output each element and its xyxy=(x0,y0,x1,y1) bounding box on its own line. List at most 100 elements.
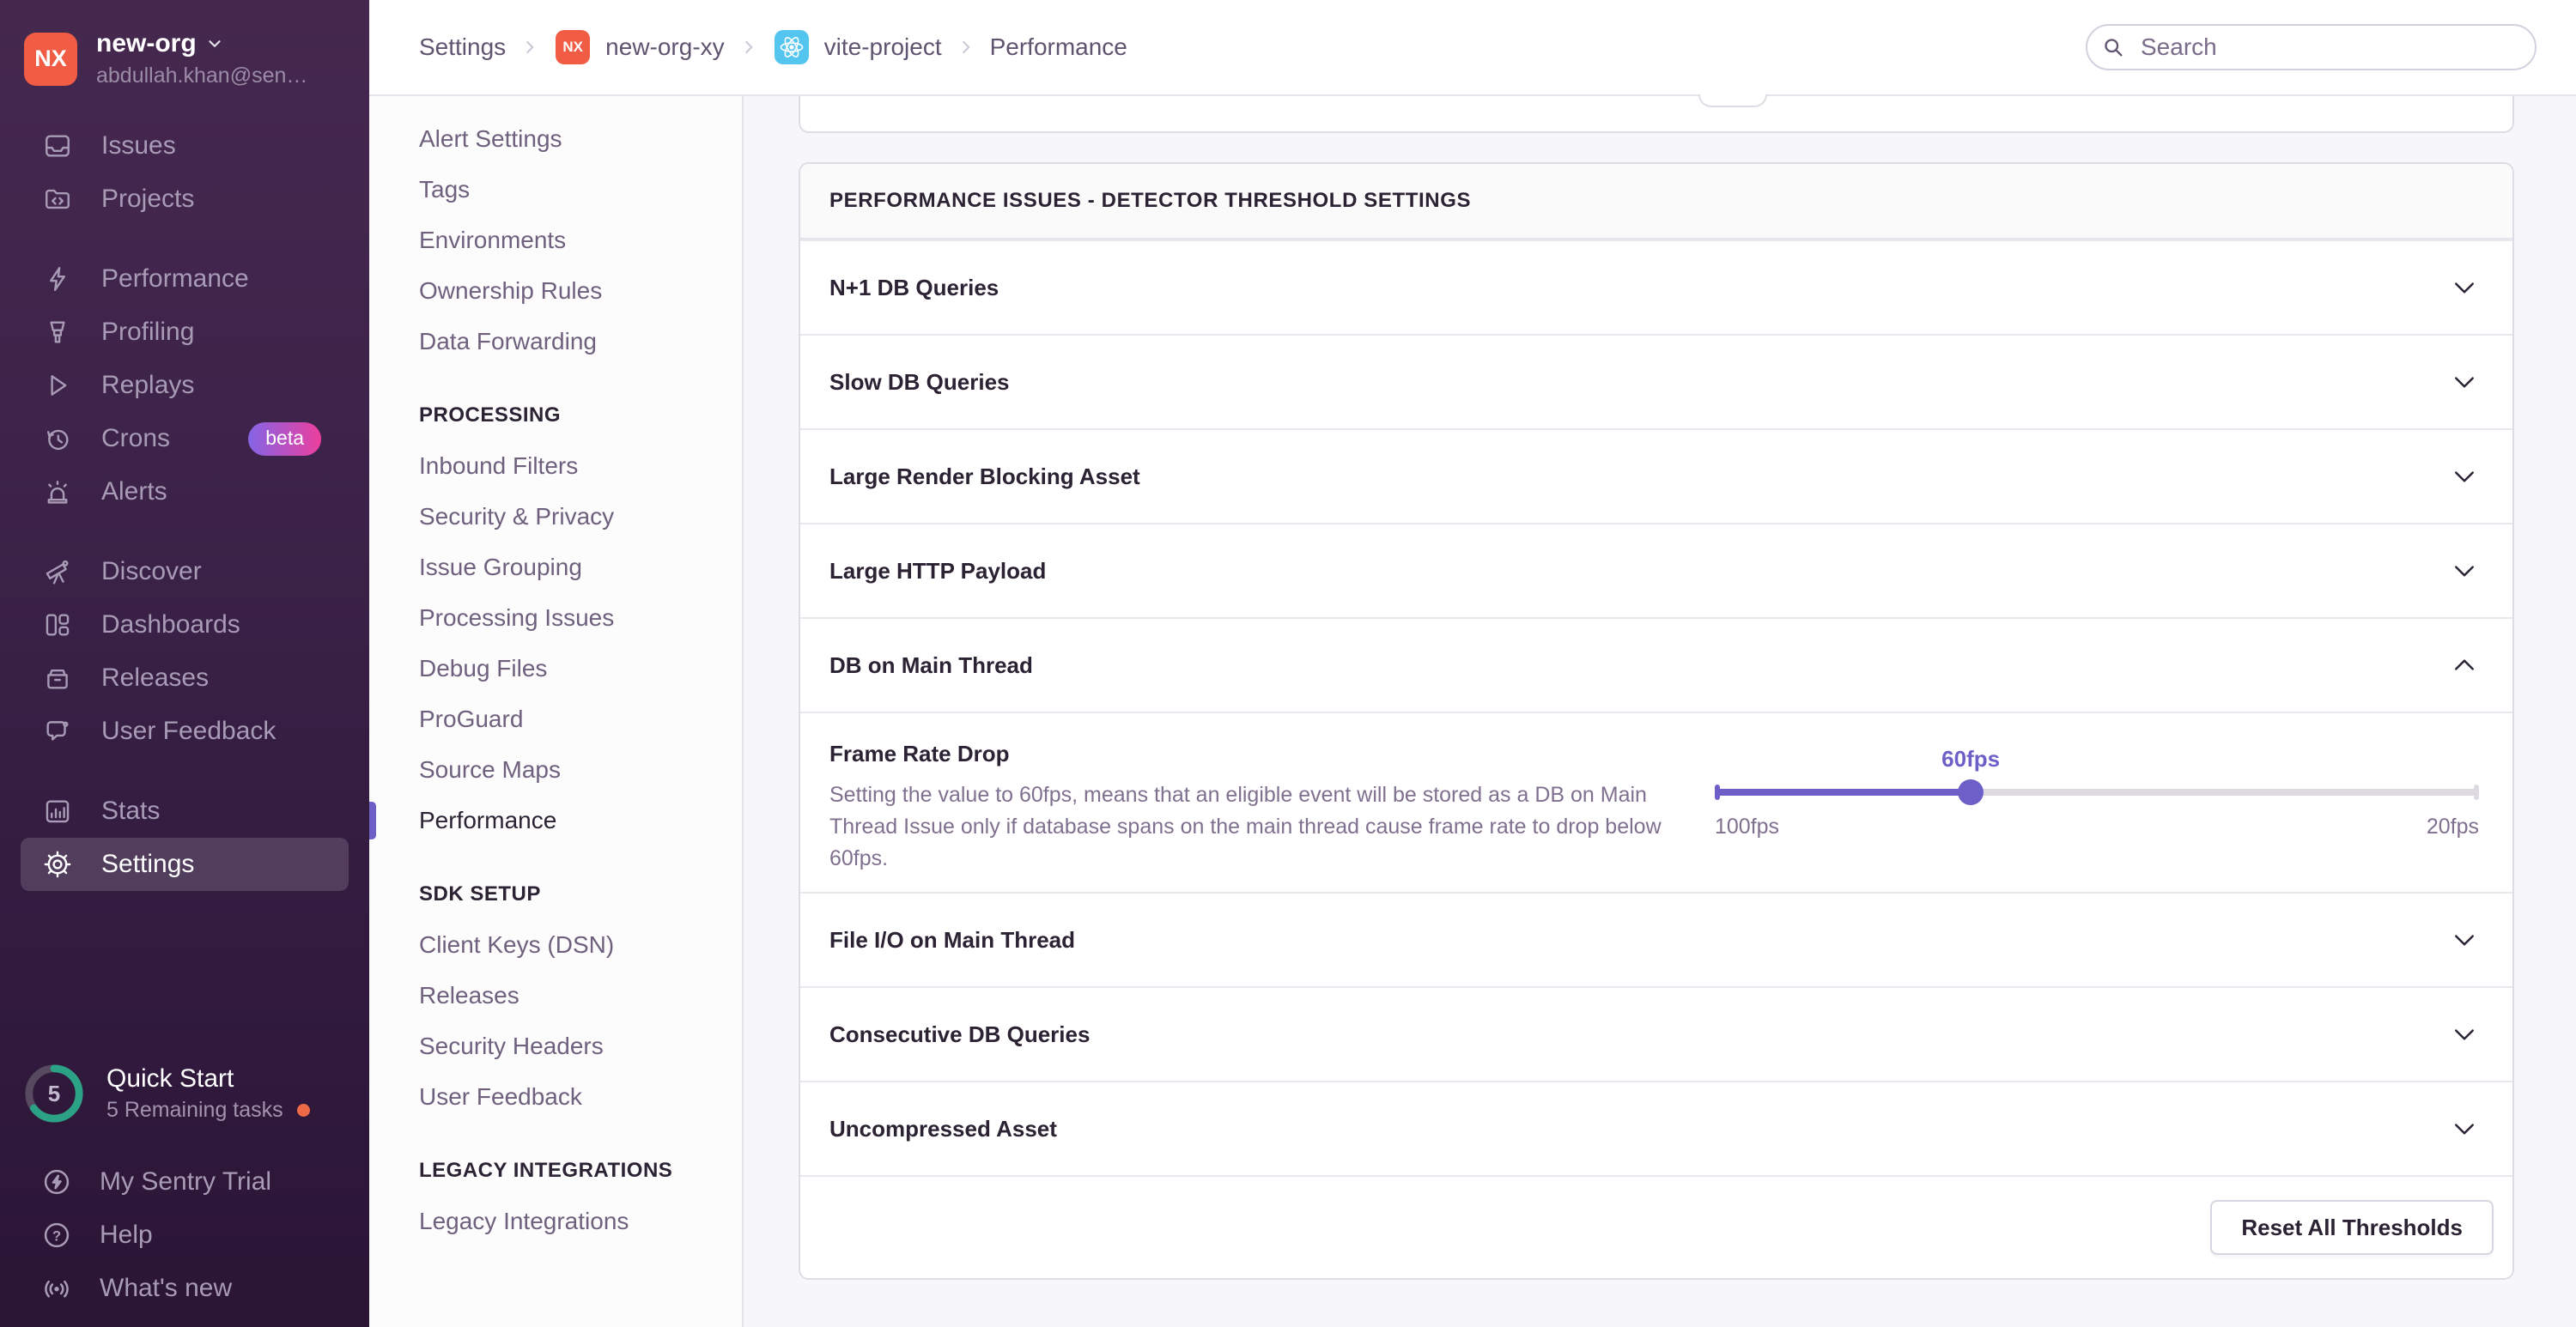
performance-icon xyxy=(43,264,72,294)
settings-nav-item[interactable]: Processing Issues xyxy=(419,603,615,631)
panel-title: PERFORMANCE ISSUES - DETECTOR THRESHOLD … xyxy=(800,164,2512,239)
settings-nav-item[interactable]: Environments xyxy=(419,226,567,253)
profiling-icon xyxy=(43,318,72,347)
sidebar-item-dashboards[interactable]: Dashboards xyxy=(0,598,369,651)
slider-value-label: 60fps xyxy=(1941,746,2001,772)
settings-nav-item[interactable]: Source Maps xyxy=(419,755,561,783)
sidebar-item-stats[interactable]: Stats xyxy=(0,785,369,838)
sidebar-item-label: Crons xyxy=(101,424,171,452)
detector-label: File I/O on Main Thread xyxy=(829,926,1076,953)
gear-icon xyxy=(43,850,72,879)
detector-row-large-render-blocking-asset[interactable]: Large Render Blocking Asset xyxy=(800,428,2512,523)
breadcrumb-project[interactable]: vite-project xyxy=(823,33,942,60)
detector-label: Consecutive DB Queries xyxy=(829,1021,1091,1047)
sidebar-item-label: Discover xyxy=(101,557,202,585)
detector-row-slow-db-queries[interactable]: Slow DB Queries xyxy=(800,334,2512,428)
settings-nav-item[interactable]: ProGuard xyxy=(419,705,524,732)
settings-nav-item[interactable]: Security & Privacy xyxy=(419,502,615,530)
chevron-down-icon xyxy=(2451,464,2477,489)
sidebar-item-label: Issues xyxy=(101,131,176,160)
projects-icon xyxy=(43,185,72,214)
chevron-down-icon xyxy=(2451,558,2477,584)
settings-nav-item[interactable]: Security Headers xyxy=(419,1032,604,1059)
sidebar-item-settings[interactable]: Settings xyxy=(21,838,349,891)
sidebar-item-profiling[interactable]: Profiling xyxy=(0,306,369,359)
detector-label: N+1 DB Queries xyxy=(829,274,999,300)
sidebar-item-help[interactable]: ? Help xyxy=(0,1209,369,1262)
detector-row-uncompressed-asset[interactable]: Uncompressed Asset xyxy=(800,1081,2512,1175)
detector-label: DB on Main Thread xyxy=(829,651,1033,678)
broadcast-icon xyxy=(45,1280,69,1298)
settings-nav-item-performance[interactable]: Performance xyxy=(369,795,742,845)
sidebar-item-crons[interactable]: Crons beta xyxy=(0,412,369,465)
sidebar-item-replays[interactable]: Replays xyxy=(0,359,369,412)
sidebar-item-label: Settings xyxy=(101,850,195,878)
sidebar-item-releases[interactable]: Releases xyxy=(0,651,369,705)
org-name: new-org xyxy=(96,29,197,58)
slider-min-label: 100fps xyxy=(1715,815,1780,839)
content-column: Settings NX new-org-xy vite-project Perf… xyxy=(369,0,2576,1327)
settings-nav-item[interactable]: Debug Files xyxy=(419,654,548,682)
frame-rate-drop-title: Frame Rate Drop xyxy=(829,741,1010,767)
settings-nav-item[interactable]: Tags xyxy=(419,175,471,203)
sidebar-item-trial[interactable]: My Sentry Trial xyxy=(0,1155,369,1209)
sidebar-item-label: What's new xyxy=(100,1274,233,1302)
settings-nav-item[interactable]: Legacy Integrations xyxy=(419,1207,629,1234)
collapse-toggle-partial[interactable] xyxy=(1698,94,1767,107)
settings-nav-item[interactable]: Ownership Rules xyxy=(419,276,603,304)
slider-thumb[interactable] xyxy=(1958,779,1984,805)
help-icon: ? xyxy=(44,1222,70,1248)
main-area: PERFORMANCE ISSUES - DETECTOR THRESHOLD … xyxy=(744,94,2576,1327)
sidebar-item-label: Replays xyxy=(101,371,195,399)
frame-rate-drop-text: Frame Rate Drop Setting the value to 60f… xyxy=(829,739,1688,870)
settings-nav-item[interactable]: Issue Grouping xyxy=(419,553,582,580)
detector-label: Large Render Blocking Asset xyxy=(829,463,1140,489)
settings-nav-item[interactable]: User Feedback xyxy=(419,1082,582,1110)
settings-nav-item[interactable]: Client Keys (DSN) xyxy=(419,930,615,958)
settings-nav-section-header: LEGACY INTEGRATIONS xyxy=(419,1158,673,1182)
org-switcher[interactable]: NX new-org abdullah.khan@sen… xyxy=(24,29,352,88)
search-icon xyxy=(2101,35,2125,59)
sidebar-item-projects[interactable]: Projects xyxy=(0,173,369,226)
breadcrumb-org[interactable]: new-org-xy xyxy=(605,33,725,60)
detector-row-consecutive-db-queries[interactable]: Consecutive DB Queries xyxy=(800,986,2512,1081)
detector-row-db-on-main-thread[interactable]: DB on Main Thread xyxy=(800,617,2512,712)
frame-rate-slider: 60fps 100fps 20fps xyxy=(1715,739,2479,866)
sidebar-item-label: Projects xyxy=(101,185,195,213)
settings-nav-item[interactable]: Data Forwarding xyxy=(419,327,597,354)
detector-row-n-plus-one-db-queries[interactable]: N+1 DB Queries xyxy=(800,239,2512,334)
sidebar-item-whats-new[interactable]: What's new xyxy=(0,1262,369,1315)
settings-nav-item[interactable]: Alert Settings xyxy=(419,124,562,152)
detector-row-large-http-payload[interactable]: Large HTTP Payload xyxy=(800,523,2512,617)
sidebar-item-discover[interactable]: Discover xyxy=(0,545,369,598)
frame-rate-drop-setting: Frame Rate Drop Setting the value to 60f… xyxy=(800,712,2512,892)
sidebar-item-performance[interactable]: Performance xyxy=(0,252,369,306)
sidebar-item-label: My Sentry Trial xyxy=(100,1167,272,1196)
detector-label: Slow DB Queries xyxy=(829,368,1010,395)
detector-row-file-io-on-main-thread[interactable]: File I/O on Main Thread xyxy=(800,892,2512,986)
sidebar-item-user-feedback[interactable]: User Feedback xyxy=(0,705,369,758)
quick-start-panel[interactable]: 5 Quick Start 5 Remaining tasks xyxy=(24,1063,352,1124)
settings-nav-item[interactable]: Inbound Filters xyxy=(419,451,579,479)
sidebar-item-label: Stats xyxy=(101,797,161,825)
detector-label: Large HTTP Payload xyxy=(829,557,1047,584)
quick-start-subtitle: 5 Remaining tasks xyxy=(106,1098,283,1122)
search-input[interactable] xyxy=(2086,24,2537,70)
slider-track[interactable] xyxy=(1715,779,2479,805)
slider-max-label: 20fps xyxy=(2426,815,2479,839)
primary-sidebar: NX new-org abdullah.khan@sen… Issues Pro… xyxy=(0,0,369,1327)
sidebar-item-label: Profiling xyxy=(101,318,195,346)
chevron-down-icon xyxy=(209,40,221,47)
settings-nav-section-header: SDK SETUP xyxy=(419,882,541,906)
settings-nav-section-header: PROCESSING xyxy=(419,403,562,427)
reset-all-thresholds-button[interactable]: Reset All Thresholds xyxy=(2210,1200,2494,1255)
breadcrumb: Settings NX new-org-xy vite-project Perf… xyxy=(419,30,1127,64)
sidebar-item-issues[interactable]: Issues xyxy=(0,119,369,173)
sidebar-item-alerts[interactable]: Alerts xyxy=(0,465,369,518)
sidebar-item-label: Alerts xyxy=(101,477,167,506)
quick-start-progress-ring: 5 xyxy=(24,1063,84,1124)
breadcrumb-settings[interactable]: Settings xyxy=(419,33,507,60)
settings-nav-item[interactable]: Releases xyxy=(419,981,519,1009)
breadcrumb-page[interactable]: Performance xyxy=(989,33,1127,60)
